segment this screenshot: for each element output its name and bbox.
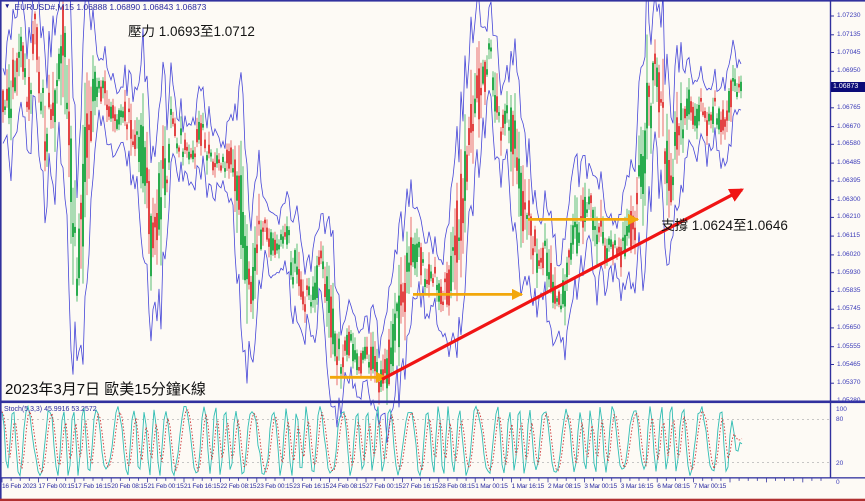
stoch-scale-label: 0 (836, 479, 840, 486)
time-axis-label: 1 Mar 16:15 (511, 483, 545, 490)
time-axis-label: 16 Feb 2023 (2, 483, 37, 490)
price-tick-label: 1.05370 (837, 379, 861, 387)
price-tick-label: 1.05930 (837, 268, 861, 276)
support-level-arrows[interactable] (330, 213, 640, 383)
stochastic-series (1, 404, 743, 478)
support-annotation: 支撐 1.0624至1.0646 (661, 218, 788, 233)
price-tick-label: 1.06670 (837, 122, 861, 130)
price-tick-label: 1.05745 (837, 305, 861, 313)
price-tick-label: 1.06115 (837, 232, 861, 240)
time-axis-label: 21 Feb 16:15 (184, 483, 220, 490)
time-axis-label: 3 Mar 00:15 (584, 483, 617, 490)
price-tick-label: 1.06485 (837, 159, 861, 167)
price-tick-label: 1.06395 (837, 176, 861, 184)
price-tick-label: 1.06580 (837, 140, 861, 148)
chart-quote-bar: ▼ EURUSD#,M15 1.06888 1.06890 1.06843 1.… (4, 2, 206, 12)
stoch-scale-label: 100 (836, 406, 847, 413)
time-axis-label: 28 Feb 08:15 (438, 483, 475, 490)
stoch-scale-label: 20 (836, 459, 844, 467)
price-tick-label: 1.05280 (837, 397, 861, 404)
time-axis-label: 23 Feb 00:15 (256, 483, 293, 490)
price-tick-label: 1.06300 (837, 195, 861, 203)
stoch-scale-label: 80 (836, 416, 844, 424)
current-price-tag: 1.06873 (831, 81, 865, 92)
time-axis-label: 27 Feb 16:15 (402, 483, 439, 490)
stochastic-label: Stoch(5,3,3) 45.9916 53.2572 (4, 406, 97, 413)
chart-caption: 2023年3月7日 歐美15分鐘K線 (5, 381, 206, 398)
uptrend-line[interactable] (381, 188, 744, 381)
time-axis-label: 21 Feb 00:15 (147, 483, 184, 490)
price-tick-label: 1.07045 (837, 48, 861, 56)
chevron-down-icon[interactable]: ▼ (4, 2, 11, 10)
price-tick-label: 1.06765 (837, 103, 861, 111)
time-axis-label: 2 Mar 08:15 (548, 483, 581, 490)
time-axis-label: 1 Mar 00:15 (475, 483, 508, 490)
time-axis-label: 27 Feb 00:15 (366, 483, 402, 490)
price-tick-label: 1.05555 (837, 342, 861, 350)
time-axis-label: 17 Feb 00:15 (38, 483, 75, 490)
time-axis-label: 24 Feb 08:15 (329, 483, 366, 490)
time-axis-label: 20 Feb 08:15 (111, 483, 148, 490)
time-axis-label: 22 Feb 08:15 (220, 483, 257, 490)
price-tick-label: 1.05465 (837, 360, 861, 368)
price-tick-label: 1.06020 (837, 250, 861, 258)
time-axis-ticks (1, 478, 822, 483)
time-axis-label: 17 Feb 16:15 (74, 483, 111, 490)
price-tick-label: 1.07230 (837, 12, 861, 19)
time-axis-label: 3 Mar 16:15 (620, 483, 654, 490)
time-axis-label: 7 Mar 00:15 (693, 483, 727, 490)
chart-quote-text: EURUSD#,M15 1.06888 1.06890 1.06843 1.06… (14, 2, 207, 12)
candles-series (2, 0, 742, 405)
time-axis-label: 23 Feb 16:15 (293, 483, 330, 490)
time-axis-label: 6 Mar 08:15 (657, 483, 690, 490)
price-tick-label: 1.06950 (837, 67, 861, 75)
resistance-annotation: 壓力 1.0693至1.0712 (128, 24, 255, 39)
price-tick-label: 1.05835 (837, 287, 861, 295)
price-tick-label: 1.05650 (837, 323, 861, 331)
price-tick-label: 1.06210 (837, 213, 861, 221)
price-tick-label: 1.07135 (837, 30, 861, 38)
